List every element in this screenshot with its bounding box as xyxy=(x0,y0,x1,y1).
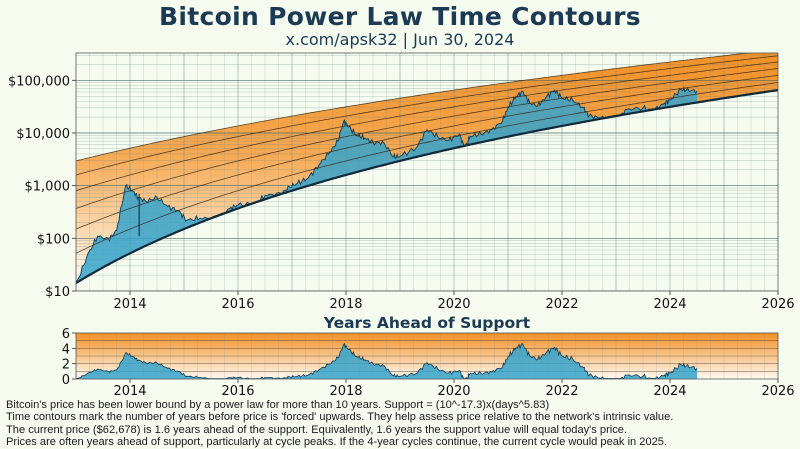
note-line-4: Prices are often years ahead of support,… xyxy=(6,436,668,449)
plot-frame xyxy=(75,52,779,292)
x-tick-label: 2016 xyxy=(221,297,254,312)
lower-x-tick-label: 2014 xyxy=(113,384,146,399)
x-tick-label: 2018 xyxy=(329,297,362,312)
lower-clip-group xyxy=(76,333,778,379)
support-line xyxy=(76,89,778,285)
lower-x-tick-label: 2022 xyxy=(545,384,578,399)
lower-y-tick-label: 6 xyxy=(62,327,70,342)
time-contour-line xyxy=(76,61,778,192)
years-ahead-line xyxy=(76,342,698,379)
time-contour-line xyxy=(76,82,778,254)
y-tick-label: $1,000 xyxy=(25,180,71,195)
lower-y-tick-label: 0 xyxy=(62,373,70,388)
lower-y-tick-label: 2 xyxy=(62,358,70,373)
main-clip-group xyxy=(76,53,778,291)
y-tick-label: $10 xyxy=(45,285,70,300)
lower-frame xyxy=(75,332,779,380)
lower-x-tick-label: 2018 xyxy=(329,384,362,399)
lower-x-tick-label: 2016 xyxy=(221,384,254,399)
time-contour-line xyxy=(76,53,753,162)
x-tick-label: 2022 xyxy=(545,297,578,312)
x-tick-label: 2020 xyxy=(437,297,470,312)
note-line-1: Bitcoin's price has been lower bound by … xyxy=(6,399,550,411)
x-tick-label: 2014 xyxy=(113,297,146,312)
note-line-3: The current price ($62,678) is 1.6 years… xyxy=(6,423,628,436)
y-tick-label: $100 xyxy=(37,232,70,247)
lower-chart-title: Years Ahead of Support xyxy=(323,314,531,332)
x-tick-label: 2024 xyxy=(653,297,686,312)
years-ahead-area xyxy=(76,343,697,379)
price-line xyxy=(76,86,698,283)
time-contour-line xyxy=(76,74,778,230)
time-contour-line xyxy=(76,55,778,176)
chart-subtitle: x.com/apsk32 | Jun 30, 2024 xyxy=(285,30,515,49)
x-tick-label: 2026 xyxy=(761,297,794,312)
chart-title: Bitcoin Power Law Time Contours xyxy=(159,2,641,31)
time-contour-line xyxy=(76,68,778,209)
y-tick-label: $100,000 xyxy=(8,74,70,89)
years-ahead-plot xyxy=(76,333,778,379)
explanatory-notes: Bitcoin's price has been lower bound by … xyxy=(6,399,798,449)
note-line-2: Time contours mark the number of years b… xyxy=(6,411,674,424)
lower-x-tick-label: 2026 xyxy=(761,384,794,399)
lower-y-tick-label: 4 xyxy=(62,342,70,357)
price-axes: $10 $100 $1,000 $10,000 $100,000 2014 2016 2018… xyxy=(8,52,795,312)
lower-x-tick-label: 2020 xyxy=(437,384,470,399)
lower-x-tick-label: 2024 xyxy=(653,384,686,399)
price-plot xyxy=(76,53,778,291)
y-tick-label: $10,000 xyxy=(16,127,70,142)
